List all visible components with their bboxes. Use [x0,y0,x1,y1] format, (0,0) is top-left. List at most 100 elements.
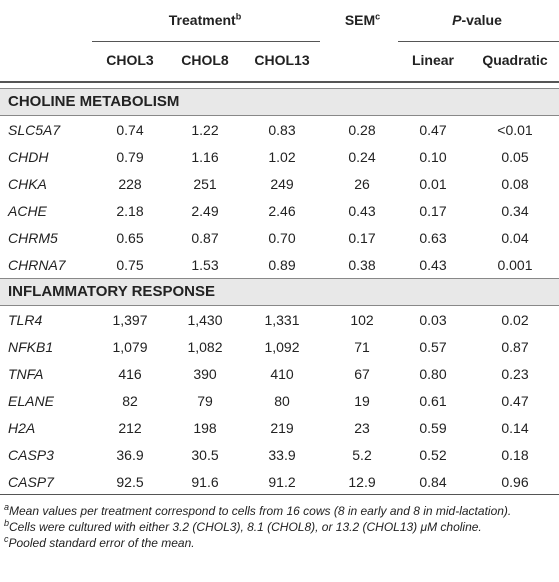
cell: 1.16 [191,149,219,165]
cell: 0.01 [419,176,447,192]
gene-name: NFKB1 [8,339,54,355]
note-mark: b [4,518,10,528]
section-title: INFLAMMATORY RESPONSE [8,283,215,300]
cell: 0.43 [419,257,447,273]
gene-name: H2A [8,420,36,436]
cell: 0.10 [419,149,447,165]
cell: 0.87 [191,230,219,246]
note-mark: b [235,11,242,22]
cell: 0.63 [419,230,447,246]
footnote-text: Mean values per treatment correspond to … [9,504,512,518]
gene-name: TLR4 [8,312,43,328]
cell: 1.53 [191,257,219,273]
gene-name: CHKA [8,176,47,192]
gene-name: CHDH [8,149,49,165]
gene-name: CASP3 [8,447,54,463]
cell: 0.65 [116,230,144,246]
rule [92,41,320,42]
footnote-text: Cells were cultured with either 3.2 (CHO… [9,520,482,534]
cell: 0.96 [501,474,529,490]
cell: 1,331 [264,312,300,328]
cell: 2.46 [268,203,296,219]
section-title: CHOLINE METABOLISM [8,93,180,110]
footnote: bCells were cultured with either 3.2 (CH… [4,519,549,535]
group-header: SEMc [325,12,400,28]
cell: 212 [118,420,142,436]
cell: 0.08 [501,176,529,192]
cell: 0.23 [501,366,529,382]
cell: 0.74 [116,122,144,138]
cell: 102 [350,312,374,328]
rule [0,494,559,495]
cell: 1,092 [264,339,300,355]
cell: 0.43 [348,203,376,219]
gene-name: CHRNA7 [8,257,66,273]
cell: 2.49 [191,203,219,219]
cell: 0.001 [497,257,533,273]
cell: 0.59 [419,420,447,436]
cell: 1.02 [268,149,296,165]
gene-name: SLC5A7 [8,122,61,138]
cell: 80 [274,393,290,409]
cell: 1,397 [112,312,148,328]
footnote-text: Pooled standard error of the mean. [8,536,195,550]
cell: 91.6 [191,474,219,490]
cell: 410 [270,366,294,382]
cell: 416 [118,366,142,382]
column-header: Quadratic [482,52,548,68]
cell: 82 [122,393,138,409]
header-text: -value [461,12,502,28]
cell: <0.01 [497,122,533,138]
cell: 198 [193,420,217,436]
cell: 0.47 [501,393,529,409]
group-header: Treatmentb [90,12,320,28]
cell: 1,082 [187,339,223,355]
cell: 0.14 [501,420,529,436]
cell: 0.52 [419,447,447,463]
footnote: aMean values per treatment correspond to… [4,503,549,519]
cell: 0.83 [268,122,296,138]
section-band [0,278,559,306]
group-header: P-value [395,12,559,28]
cell: 219 [270,420,294,436]
cell: 0.84 [419,474,447,490]
cell: 92.5 [116,474,144,490]
cell: 0.80 [419,366,447,382]
cell: 0.38 [348,257,376,273]
cell: 91.2 [268,474,296,490]
cell: 0.02 [501,312,529,328]
note-mark: a [4,502,10,512]
header-text: Treatment [168,12,236,28]
cell: 0.18 [501,447,529,463]
cell: 0.75 [116,257,144,273]
cell: 0.61 [419,393,447,409]
column-header: Linear [411,52,454,68]
rule [0,81,559,83]
cell: 19 [354,393,370,409]
cell: 0.03 [419,312,447,328]
cell: 1,430 [187,312,223,328]
column-header: CHOL3 [106,52,154,68]
cell: 0.89 [268,257,296,273]
cell: 71 [354,339,370,355]
cell: 0.24 [348,149,376,165]
gene-name: ELANE [8,393,54,409]
cell: 0.70 [268,230,296,246]
column-header: CHOL13 [254,52,310,68]
cell: 0.57 [419,339,447,355]
cell: 251 [193,176,217,192]
note-mark: c [4,534,9,544]
cell: 1,079 [112,339,148,355]
cell: 23 [354,420,370,436]
column-header: CHOL8 [181,52,229,68]
cell: 0.47 [419,122,447,138]
cell: 26 [354,176,370,192]
cell: 0.34 [501,203,529,219]
cell: 0.17 [348,230,376,246]
header-text: SEM [344,12,376,28]
cell: 12.9 [348,474,376,490]
cell: 33.9 [268,447,296,463]
footnote: cPooled standard error of the mean. [4,535,549,551]
header-text: P [452,12,462,28]
